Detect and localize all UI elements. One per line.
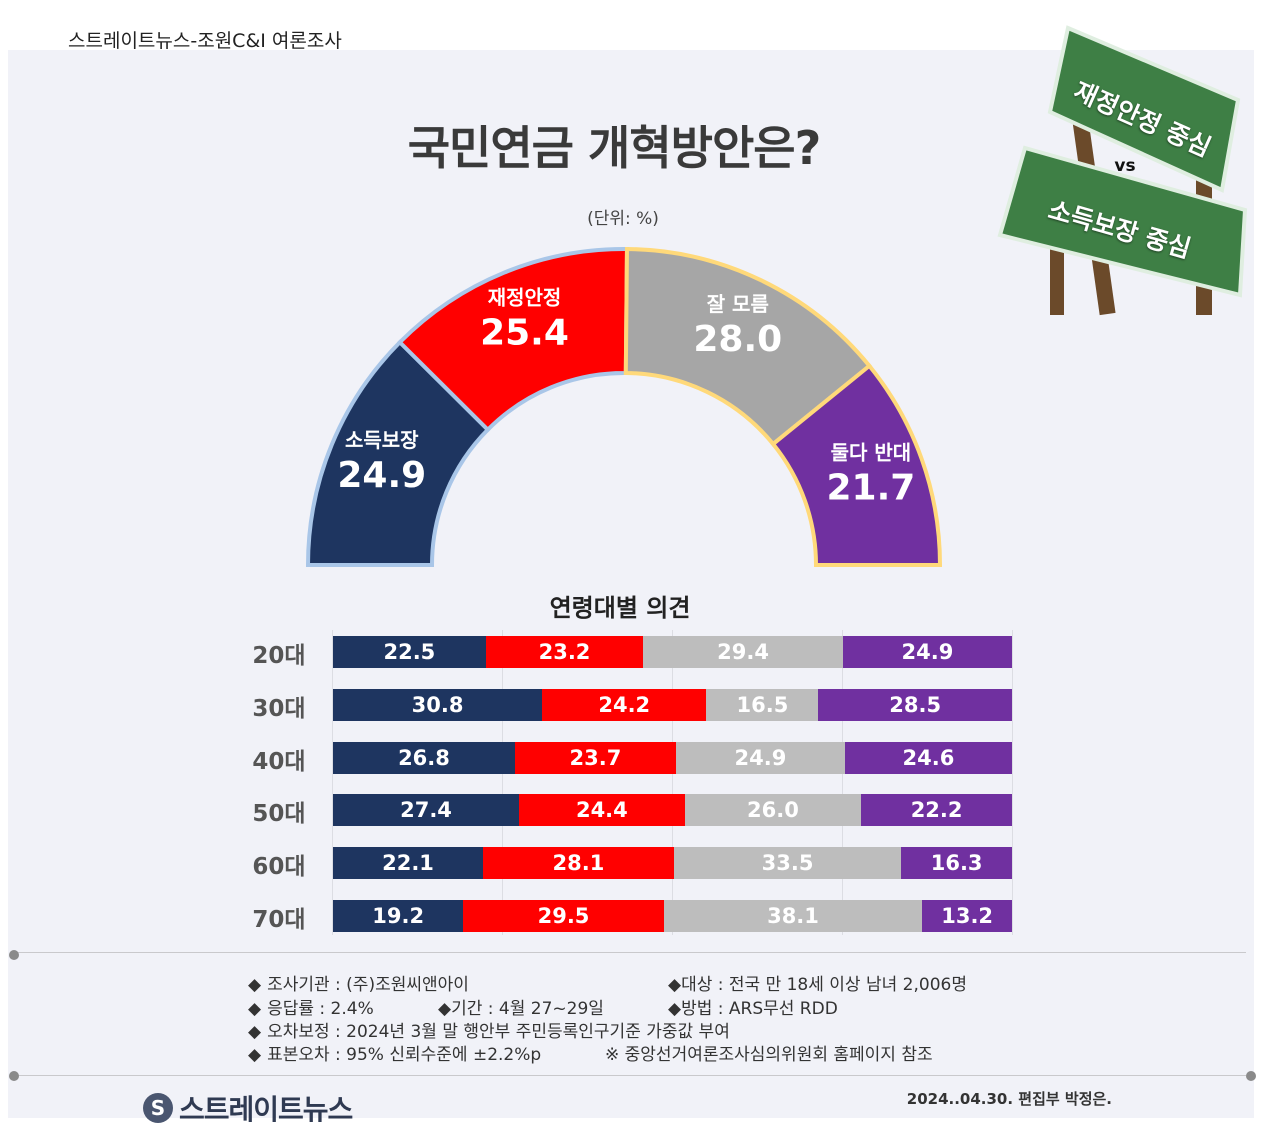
segment-label: 둘다 반대	[831, 440, 912, 464]
grid-line	[332, 630, 333, 935]
bar-seg-moreum: 38.1	[663, 900, 923, 932]
bar-seg-soduk: 26.8	[333, 741, 515, 774]
bar-seg-moreum: 24.9	[675, 741, 845, 774]
bar-seg-jaejeong: 24.2	[542, 688, 707, 721]
divider-bottom	[14, 1075, 1246, 1076]
bar-seg-jaejeong: 24.4	[519, 794, 685, 827]
segment-label: 잘 모름	[707, 292, 769, 316]
sign-board-top	[1047, 25, 1241, 193]
bar-seg-moreum: 29.4	[643, 636, 843, 668]
age-label: 20대	[252, 643, 306, 669]
age-chart-title: 연령대별 의견	[549, 594, 691, 622]
footnote-period: ◆기간 : 4월 27~29일	[438, 999, 604, 1019]
bar-seg-soduk: 30.8	[333, 688, 543, 721]
grid-line	[1012, 630, 1013, 935]
footnote-weighting: ◆ 오차보정 : 2024년 3월 말 행안부 주민등록인구기준 가중값 부여	[248, 1022, 730, 1042]
divider-top	[14, 952, 1246, 953]
divider-dot	[9, 1071, 19, 1081]
footnote-error: ◆ 표본오차 : 95% 신뢰수준에 ±2.2%p	[248, 1045, 542, 1065]
grid-line	[502, 630, 503, 935]
age-label: 30대	[252, 695, 306, 722]
bar-seg-bandae: 24.6	[844, 741, 1012, 774]
sign-board-bottom	[997, 145, 1248, 298]
footnote-response: ◆ 응답률 : 2.4%	[248, 999, 374, 1019]
bar-seg-moreum: 26.0	[684, 794, 862, 827]
segment-label: 소득보장	[345, 428, 419, 452]
brand-logo: S 스트레이트뉴스	[143, 1088, 353, 1128]
segment-bandae	[770, 363, 943, 567]
chart-title: 국민연금 개혁방안은?	[407, 121, 822, 175]
bar-seg-bandae: 24.9	[842, 636, 1012, 668]
divider-dot	[1246, 1071, 1256, 1081]
grid-line	[672, 630, 673, 935]
bar-seg-soduk: 19.2	[333, 900, 464, 932]
age-bar-row: 19.2 29.5 38.1 13.2	[333, 900, 1012, 932]
signature: 2024..04.30. 편집부 박정은.	[906, 1090, 1112, 1108]
footnote-agency: ◆ 조사기관 : (주)조원씨앤아이	[248, 975, 469, 995]
unit-label: (단위: %)	[587, 209, 659, 229]
bar-seg-jaejeong: 23.7	[514, 741, 676, 774]
bar-seg-bandae: 16.3	[901, 847, 1012, 880]
age-label: 40대	[252, 748, 306, 775]
age-label: 60대	[252, 854, 306, 881]
age-bar-row: 22.1 28.1 33.5 16.3	[333, 847, 1012, 880]
source-line: 스트레이트뉴스-조원C&I 여론조사	[68, 30, 342, 52]
bar-seg-soduk: 27.4	[333, 794, 520, 827]
age-bar-row: 22.5 23.2 29.4 24.9	[333, 636, 1012, 668]
bar-seg-bandae: 13.2	[922, 900, 1012, 932]
divider-dot	[9, 950, 19, 960]
bar-seg-bandae: 28.5	[818, 688, 1012, 721]
age-label: 70대	[252, 907, 306, 933]
bar-seg-jaejeong: 28.1	[483, 847, 674, 880]
bar-seg-bandae: 22.2	[861, 794, 1012, 827]
footnote-method: ◆방법 : ARS무선 RDD	[668, 999, 838, 1019]
footnote-target: ◆대상 : 전국 만 18세 이상 남녀 2,006명	[668, 975, 967, 995]
sign-vs-text: vs	[1114, 156, 1136, 176]
grid-line	[842, 630, 843, 935]
segment-value: 25.4	[480, 313, 569, 354]
bar-seg-moreum: 16.5	[706, 688, 819, 721]
segment-value: 24.9	[337, 455, 426, 496]
segment-value: 28.0	[693, 319, 782, 360]
bar-seg-jaejeong: 23.2	[485, 636, 644, 668]
age-bar-row: 30.8 24.2 16.5 28.5	[333, 688, 1012, 721]
footnote-note: ※ 중앙선거여론조사심의위원회 홈페이지 참조	[605, 1045, 933, 1065]
bar-seg-soduk: 22.1	[333, 847, 484, 880]
logo-mark-icon: S	[143, 1093, 173, 1123]
age-bar-row: 26.8 23.7 24.9 24.6	[333, 741, 1012, 774]
bar-seg-jaejeong: 29.5	[463, 900, 664, 932]
segment-label: 재정안정	[488, 286, 562, 310]
segment-value: 21.7	[827, 467, 916, 508]
age-label: 50대	[252, 801, 306, 828]
bar-seg-moreum: 33.5	[673, 847, 902, 880]
bar-seg-soduk: 22.5	[333, 636, 486, 668]
logo-text: 스트레이트뉴스	[179, 1093, 353, 1126]
age-bar-row: 27.4 24.4 26.0 22.2	[333, 794, 1012, 827]
